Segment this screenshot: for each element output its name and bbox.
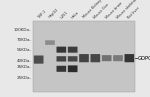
FancyBboxPatch shape: [102, 55, 111, 61]
FancyBboxPatch shape: [68, 65, 78, 72]
FancyBboxPatch shape: [79, 54, 89, 62]
Text: HeLa: HeLa: [71, 10, 80, 19]
Text: Rat liver: Rat liver: [127, 6, 141, 19]
FancyBboxPatch shape: [57, 66, 66, 72]
Text: Mouse skeletal: Mouse skeletal: [116, 0, 138, 19]
Text: 25KDa-: 25KDa-: [16, 76, 32, 80]
FancyBboxPatch shape: [68, 47, 78, 53]
Text: Mouse Ove: Mouse Ove: [93, 2, 110, 19]
Text: TNF-1: TNF-1: [37, 9, 47, 19]
Text: GOPC: GOPC: [137, 56, 150, 61]
FancyBboxPatch shape: [57, 47, 66, 53]
Text: 35KDa-: 35KDa-: [16, 65, 32, 69]
Text: Mouse Kidney: Mouse Kidney: [82, 0, 103, 19]
FancyBboxPatch shape: [34, 55, 43, 64]
Text: U251: U251: [59, 10, 69, 19]
FancyBboxPatch shape: [45, 40, 55, 45]
FancyBboxPatch shape: [124, 54, 134, 62]
FancyBboxPatch shape: [68, 56, 78, 61]
Bar: [33, 21, 135, 92]
Text: 40KDa-: 40KDa-: [17, 59, 31, 63]
Text: 55KDa-: 55KDa-: [16, 48, 32, 52]
FancyBboxPatch shape: [90, 54, 100, 62]
Text: 100KDa-: 100KDa-: [14, 28, 31, 32]
Text: HepG2: HepG2: [48, 8, 60, 19]
Text: 70KDa-: 70KDa-: [16, 38, 32, 42]
FancyBboxPatch shape: [113, 55, 123, 61]
Text: Mouse brain: Mouse brain: [105, 1, 123, 19]
FancyBboxPatch shape: [57, 56, 66, 61]
